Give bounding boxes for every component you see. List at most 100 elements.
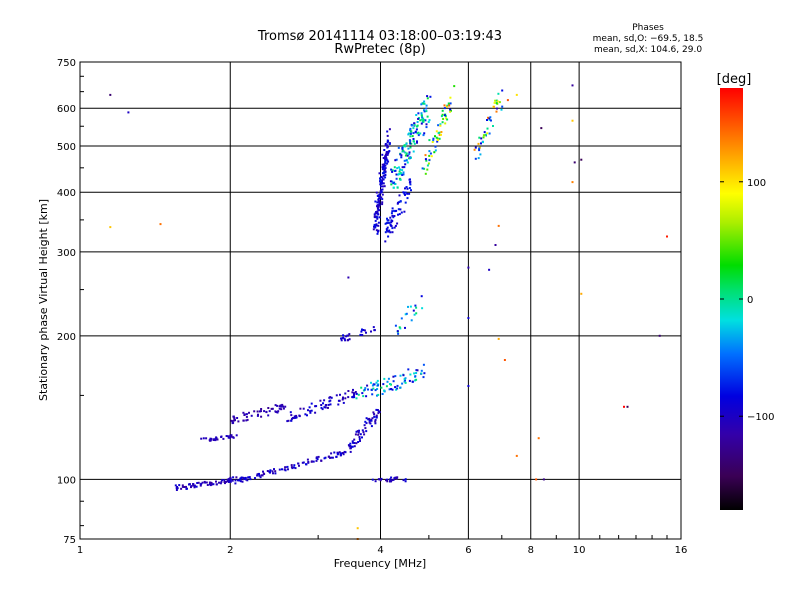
y-tick-label: 400 — [57, 188, 76, 199]
data-point — [307, 461, 310, 463]
data-point — [361, 334, 364, 336]
data-point — [396, 387, 399, 390]
data-point — [478, 149, 481, 152]
data-point — [404, 377, 407, 380]
data-point — [308, 406, 311, 409]
data-point — [432, 139, 435, 142]
data-point — [260, 474, 263, 477]
data-point — [375, 414, 378, 417]
data-point — [280, 405, 283, 408]
data-point — [344, 397, 347, 400]
data-point — [399, 178, 402, 181]
data-point — [245, 413, 248, 416]
data-point — [387, 230, 390, 233]
data-point — [267, 414, 270, 417]
data-point — [374, 418, 377, 421]
data-point — [381, 188, 384, 191]
data-point — [386, 226, 389, 229]
data-point — [405, 152, 408, 155]
data-point — [317, 455, 320, 458]
data-point — [257, 413, 259, 416]
data-point — [381, 153, 384, 156]
data-point — [371, 417, 374, 420]
data-point — [397, 213, 399, 216]
data-point — [443, 104, 446, 107]
data-point — [415, 114, 418, 116]
data-point — [410, 189, 412, 192]
data-point — [347, 444, 350, 447]
data-point — [280, 408, 283, 411]
data-point — [388, 478, 391, 481]
data-point — [225, 435, 228, 437]
data-point — [375, 223, 378, 226]
data-point — [373, 215, 376, 218]
data-point — [397, 173, 400, 176]
data-point — [403, 210, 406, 213]
data-point — [370, 419, 373, 422]
data-point — [372, 228, 375, 231]
data-point — [306, 414, 308, 417]
data-point — [227, 436, 230, 439]
data-point — [339, 454, 342, 457]
data-point — [391, 170, 394, 173]
data-point — [401, 174, 404, 176]
data-point — [370, 388, 373, 391]
data-point — [271, 470, 274, 473]
data-point — [180, 487, 183, 490]
data-point — [391, 210, 394, 213]
data-point — [409, 127, 412, 130]
data-point — [439, 123, 442, 126]
data-point — [406, 192, 409, 195]
data-point — [227, 435, 230, 438]
data-point — [257, 473, 260, 476]
data-point — [424, 158, 427, 161]
data-point — [249, 478, 252, 481]
data-point — [256, 474, 259, 477]
data-point — [355, 397, 358, 400]
data-point — [413, 124, 416, 127]
data-point — [413, 372, 416, 375]
data-point — [427, 162, 430, 165]
data-point — [375, 224, 378, 227]
data-point — [399, 168, 402, 171]
data-point — [363, 433, 366, 436]
data-point — [372, 387, 375, 390]
data-point — [482, 141, 484, 144]
data-point — [399, 208, 402, 211]
data-point — [350, 446, 353, 448]
data-point — [409, 129, 412, 132]
data-point — [373, 329, 376, 332]
data-point — [478, 136, 481, 139]
data-point — [371, 384, 374, 387]
data-point — [424, 172, 427, 175]
data-point — [183, 486, 186, 488]
data-point — [386, 134, 389, 137]
data-point — [347, 339, 350, 341]
data-point — [434, 135, 436, 138]
data-point — [258, 410, 261, 413]
data-point — [178, 484, 181, 487]
data-point — [384, 164, 387, 167]
x-axis-ticks: 1 2 4 6 8 10 16 — [77, 535, 687, 556]
colorbar-tick-label: −100 — [747, 412, 774, 423]
data-point — [404, 154, 407, 157]
data-point — [381, 201, 384, 204]
data-point — [324, 406, 327, 409]
data-point — [473, 148, 476, 151]
data-point — [414, 375, 417, 378]
data-point — [379, 191, 382, 194]
data-point — [379, 479, 382, 482]
data-point — [239, 480, 242, 483]
data-point — [400, 317, 403, 320]
data-point — [417, 117, 420, 120]
data-point — [367, 388, 369, 391]
data-point — [269, 469, 272, 472]
data-point — [352, 392, 355, 395]
data-point — [420, 103, 423, 106]
data-point — [215, 480, 217, 483]
data-point — [375, 191, 378, 194]
data-point — [378, 193, 381, 196]
data-point — [404, 313, 407, 316]
data-point — [127, 111, 130, 114]
data-point — [361, 328, 363, 331]
